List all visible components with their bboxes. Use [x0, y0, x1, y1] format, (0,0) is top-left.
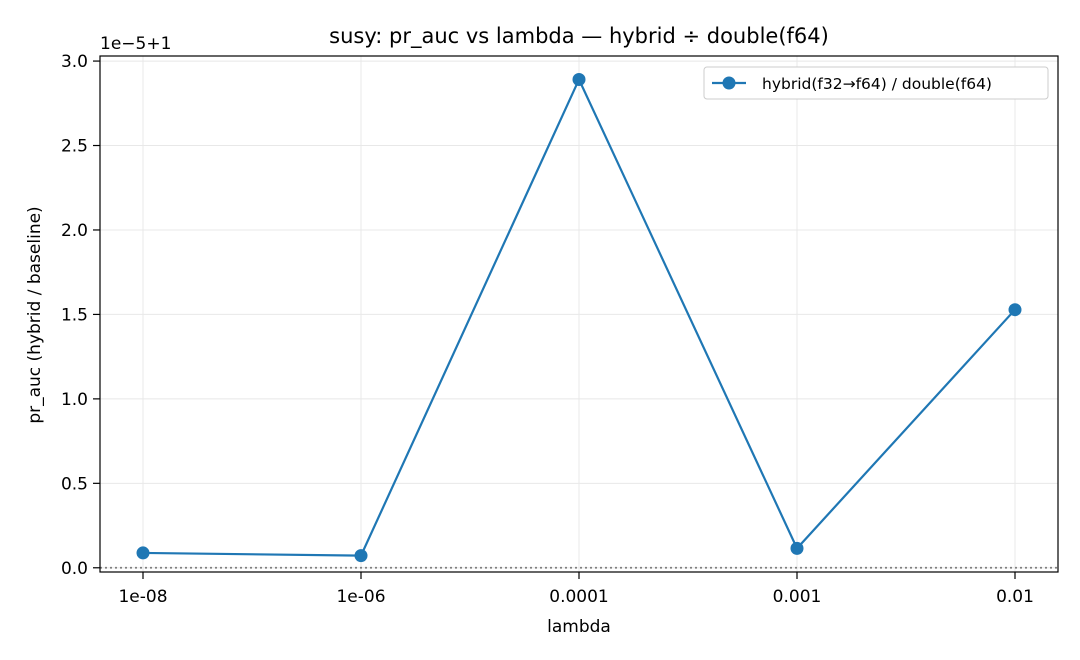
- data-point: [136, 546, 150, 560]
- data-point: [354, 549, 368, 563]
- y-axis-offset-label: 1e−5+1: [100, 34, 171, 54]
- y-tick-label: 2.0: [61, 221, 88, 241]
- chart-title: susy: pr_auc vs lambda — hybrid ÷ double…: [329, 24, 829, 49]
- legend-point-marker: [722, 76, 736, 90]
- legend-label: hybrid(f32→f64) / double(f64): [762, 75, 992, 93]
- x-tick-label: 0.0001: [549, 587, 608, 607]
- y-tick-label: 0.5: [61, 474, 88, 494]
- grid-lines: [100, 56, 1058, 572]
- x-axis-label: lambda: [547, 617, 611, 637]
- axes: 1e-08 1e-06 0.0001 0.001 0.01 0.0 0.5 1.0 1.5 2.0…: [61, 52, 1059, 607]
- plot-frame: [99, 55, 1059, 573]
- y-tick-label: 3.0: [61, 52, 88, 72]
- x-tick-label: 1e-06: [336, 587, 385, 607]
- y-tick-label: 0.0: [61, 559, 88, 579]
- data-point: [1008, 303, 1022, 317]
- legend-box: [703, 66, 1049, 100]
- series-layer: [136, 72, 1022, 563]
- x-tick-label: 0.001: [773, 587, 822, 607]
- x-tick-label: 1e-08: [118, 587, 167, 607]
- y-axis-label: pr_auc (hybrid / baseline): [25, 206, 45, 423]
- data-point: [790, 541, 804, 555]
- data-point: [572, 72, 586, 86]
- y-tick-label: 1.5: [61, 305, 88, 325]
- y-tick-label: 1.0: [61, 390, 88, 410]
- x-tick-label: 0.01: [996, 587, 1034, 607]
- y-tick-label: 2.5: [61, 137, 88, 157]
- legend: hybrid(f32→f64) / double(f64): [703, 66, 1049, 100]
